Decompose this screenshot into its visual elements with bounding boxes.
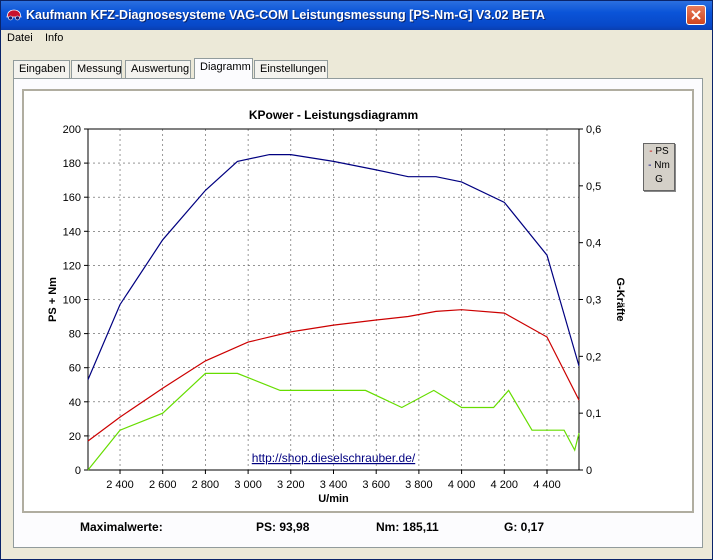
car-icon bbox=[6, 9, 22, 21]
y-tick-label: 80 bbox=[69, 329, 81, 341]
menu-info[interactable]: Info bbox=[45, 32, 64, 44]
x-tick-label: 3 800 bbox=[405, 479, 433, 491]
y-tick-label: 40 bbox=[69, 397, 81, 409]
y-tick-label: 100 bbox=[63, 295, 81, 307]
legend-nm-label: Nm bbox=[654, 160, 670, 171]
x-tick-label: 2 800 bbox=[192, 479, 220, 491]
plot-box bbox=[84, 128, 583, 474]
chart-grid bbox=[88, 129, 579, 470]
legend-ps-marker: - bbox=[649, 146, 656, 157]
tab-einstellungen[interactable]: Einstellungen bbox=[254, 60, 328, 78]
y2-tick-label: 0 bbox=[586, 465, 592, 477]
title-bar[interactable]: Kaufmann KFZ-Diagnosesysteme VAG-COM Lei… bbox=[1, 1, 712, 30]
y2-tick-label: 0,6 bbox=[586, 124, 601, 136]
y-tick-label: 20 bbox=[69, 431, 81, 443]
plot-border bbox=[87, 128, 580, 471]
series-line-ps bbox=[87, 309, 580, 442]
x-tick-label: 2 600 bbox=[149, 479, 177, 491]
chart-labels: 0 20 40 60 80 100 120 140 160 180 200 0 0,1 0,2 0,3 0,4… bbox=[47, 108, 626, 505]
y2-tick-label: 0,4 bbox=[586, 238, 601, 250]
power-chart: 0 20 40 60 80 100 120 140 160 180 200 0 0,1 0,2 0,3 0,4… bbox=[47, 108, 626, 505]
series-line-nm bbox=[87, 153, 580, 380]
close-x-icon bbox=[691, 10, 701, 20]
x-tick-label: 3 200 bbox=[277, 479, 305, 491]
shop-link[interactable]: http://shop.dieselschrauber.de/ bbox=[252, 451, 416, 465]
chart-series bbox=[87, 153, 580, 471]
tab-messung[interactable]: Messung bbox=[71, 60, 122, 78]
max-ps-value: PS: 93,98 bbox=[256, 520, 310, 534]
y2-tick-label: 0,3 bbox=[586, 295, 601, 307]
y2-tick-label: 0,2 bbox=[586, 351, 601, 363]
menu-datei[interactable]: Datei bbox=[7, 32, 33, 44]
x-tick-label: 4 400 bbox=[533, 479, 561, 491]
max-g-value: G: 0,17 bbox=[504, 520, 545, 534]
window-title: Kaufmann KFZ-Diagnosesysteme VAG-COM Lei… bbox=[26, 8, 546, 22]
y-tick-label: 60 bbox=[69, 363, 81, 375]
chart-legend: - PS - Nm G bbox=[643, 143, 675, 191]
y2-tick-label: 0,5 bbox=[586, 181, 601, 193]
y2-tick-label: 0,1 bbox=[586, 408, 601, 420]
x-tick-label: 3 400 bbox=[320, 479, 348, 491]
tab-diagramm[interactable]: Diagramm bbox=[194, 58, 253, 79]
tab-auswertung[interactable]: Auswertung bbox=[125, 60, 191, 78]
y-tick-label: 200 bbox=[63, 124, 81, 136]
x-tick-label: 3 600 bbox=[362, 479, 390, 491]
legend-nm-marker: - bbox=[648, 160, 655, 171]
diagramm-panel: 0 20 40 60 80 100 120 140 160 180 200 0 0,1 0,2 0,3 0,4… bbox=[13, 78, 703, 548]
legend-item-ps: - PS bbox=[644, 146, 674, 157]
x-axis-label: U/min bbox=[318, 493, 349, 505]
x-tick-label: 4 200 bbox=[491, 479, 519, 491]
y-tick-label: 0 bbox=[75, 465, 81, 477]
y-tick-label: 160 bbox=[63, 192, 81, 204]
y2-axis-label: G-Kräfte bbox=[614, 277, 626, 321]
y-tick-label: 140 bbox=[63, 226, 81, 238]
x-tick-label: 4 000 bbox=[448, 479, 476, 491]
series-line-g bbox=[87, 372, 580, 471]
tab-eingaben[interactable]: Eingaben bbox=[13, 60, 70, 78]
maxwerte-label: Maximalwerte: bbox=[80, 520, 163, 534]
y-axis-label: PS + Nm bbox=[47, 277, 59, 322]
x-tick-label: 3 000 bbox=[234, 479, 262, 491]
chart-frame: 0 20 40 60 80 100 120 140 160 180 200 0 0,1 0,2 0,3 0,4… bbox=[22, 89, 694, 513]
legend-item-nm: - Nm bbox=[644, 160, 674, 171]
menu-bar: Datei Info bbox=[1, 30, 712, 48]
x-tick-label: 2 400 bbox=[106, 479, 134, 491]
close-button[interactable] bbox=[686, 5, 706, 25]
y-tick-label: 180 bbox=[63, 158, 81, 170]
max-nm-value: Nm: 185,11 bbox=[376, 520, 439, 534]
legend-ps-label: PS bbox=[655, 146, 669, 157]
chart-title: KPower - Leistungsdiagramm bbox=[249, 108, 418, 122]
legend-item-g: G bbox=[644, 174, 674, 185]
y-tick-label: 120 bbox=[63, 260, 81, 272]
legend-g-label: G bbox=[655, 174, 663, 185]
